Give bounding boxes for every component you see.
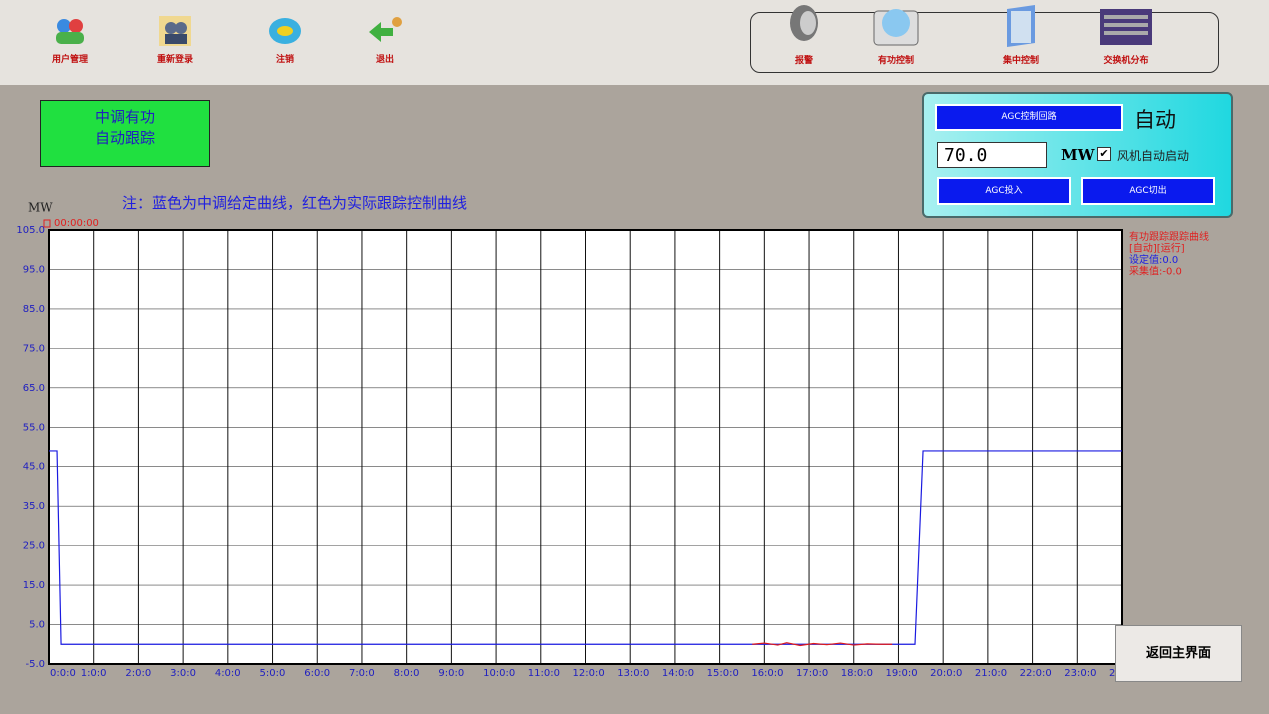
tool-label: 有功控制: [877, 56, 914, 66]
agc-mode: 自动: [1134, 108, 1176, 132]
tool-label: 报警: [794, 56, 813, 66]
x-tick-label: 16:0:0: [751, 668, 783, 679]
x-tick-label: 19:0:0: [885, 668, 917, 679]
x-tick-label: 22:0:0: [1020, 668, 1052, 679]
tool-switch[interactable]: 交换机分布: [1081, 1, 1171, 66]
info-line: [自动][运行]: [1129, 242, 1185, 255]
tool-label: 集中控制: [1002, 56, 1039, 66]
x-tick-label: 4:0:0: [215, 668, 241, 679]
tool-label: 交换机分布: [1103, 56, 1149, 66]
x-tick-label: 0:0:0: [50, 668, 76, 679]
checkbox-label: 风机自动启动: [1117, 149, 1190, 163]
x-tick-label: 5:0:0: [260, 668, 286, 679]
plot-border: [48, 229, 1123, 665]
cursor-time: 00:00:00: [54, 218, 99, 229]
x-tick-label: 17:0:0: [796, 668, 828, 679]
y-tick-label: 45.0: [23, 462, 45, 473]
y-tick-label: 105.0: [16, 225, 45, 236]
x-tick-label: 11:0:0: [528, 668, 560, 679]
note: 注：蓝色为中调给定曲线，红色为实际跟踪控制曲线: [122, 194, 468, 212]
x-tick-label: 10:0:0: [483, 668, 515, 679]
x-tick-label: 15:0:0: [707, 668, 739, 679]
x-tick-label: 12:0:0: [573, 668, 605, 679]
y-tick-label: 65.0: [23, 383, 45, 394]
tool-alarm[interactable]: 报警: [759, 1, 849, 66]
tool-logout[interactable]: 注销: [240, 14, 330, 65]
y-tick-label: 5.0: [29, 620, 45, 631]
y-tick-label: 35.0: [23, 501, 45, 512]
y-tick-label: 75.0: [23, 343, 45, 354]
y-tick-label: 95.0: [23, 264, 45, 275]
x-tick-label: 1:0:0: [81, 668, 107, 679]
tool-label: 退出: [375, 55, 394, 65]
cursor-marker: [43, 219, 51, 228]
x-tick-label: 20:0:0: [930, 668, 962, 679]
tool-label: 注销: [275, 55, 294, 65]
tool-active-power[interactable]: 有功控制: [851, 1, 941, 66]
tool-user[interactable]: 用户管理: [25, 14, 115, 65]
toolbar: 用户管理 重新登录 注销 退出 报警 有功控制 集中控制 交换机分布: [0, 0, 1269, 85]
tool-relogin[interactable]: 重新登录: [130, 14, 220, 65]
x-tick-label: 21:0:0: [975, 668, 1007, 679]
return-button[interactable]: 返回主界面: [1115, 625, 1242, 682]
icon: [790, 5, 818, 41]
x-tick-label: 13:0:0: [617, 668, 649, 679]
x-tick-label: 2: [1109, 668, 1115, 679]
status-line: 中调有功: [94, 108, 155, 126]
x-tick-label: 2:0:0: [125, 668, 151, 679]
tool-label: 用户管理: [51, 55, 88, 65]
icon: [369, 17, 402, 42]
status-box: 中调有功 自动跟踪: [40, 100, 210, 167]
icon: [159, 16, 191, 46]
info-line: 设定值:0.0: [1129, 253, 1178, 266]
x-tick-label: 6:0:0: [304, 668, 330, 679]
checkbox[interactable]: ✔: [1097, 147, 1111, 161]
x-tick-label: 23:0:0: [1064, 668, 1096, 679]
y-tick-label: 25.0: [23, 541, 45, 552]
icon: [56, 19, 84, 44]
icon: [269, 18, 301, 44]
tool-central[interactable]: 集中控制: [976, 1, 1066, 66]
tool-label: 重新登录: [156, 55, 193, 65]
icon: [1100, 9, 1152, 45]
y-tick-label: 15.0: [23, 580, 45, 591]
agc-loop-button[interactable]: AGC控制回路: [935, 104, 1123, 131]
setpoint-unit: MW: [1061, 146, 1095, 164]
icon: [1007, 5, 1035, 47]
y-tick-label: 55.0: [23, 422, 45, 433]
agc-on-button[interactable]: AGC投入: [937, 177, 1071, 205]
info-line: 采集值:-0.0: [1129, 265, 1182, 278]
y-unit: MW: [28, 201, 53, 215]
status-line: 自动跟踪: [94, 129, 155, 147]
x-tick-label: 18:0:0: [841, 668, 873, 679]
y-tick-label: -5.0: [25, 659, 45, 670]
icon: [873, 9, 919, 46]
x-tick-label: 3:0:0: [170, 668, 196, 679]
y-tick-label: 85.0: [23, 304, 45, 315]
info-line: 有功跟踪跟踪曲线: [1129, 230, 1209, 243]
series-line: [752, 642, 893, 647]
x-tick-label: 7:0:0: [349, 668, 375, 679]
series-line: [49, 450, 1122, 645]
tool-group: 报警 有功控制 集中控制 交换机分布: [750, 5, 1219, 73]
x-tick-label: 14:0:0: [662, 668, 694, 679]
setpoint-input[interactable]: 70.0: [937, 142, 1047, 168]
x-tick-label: 9:0:0: [438, 668, 464, 679]
agc-panel: AGC控制回路 自动 70.0 MW ✔ 风机自动启动 AGC投入 AGC切出: [922, 92, 1233, 218]
agc-off-button[interactable]: AGC切出: [1081, 177, 1215, 205]
tool-exit[interactable]: 退出: [340, 14, 430, 65]
x-tick-label: 8:0:0: [394, 668, 420, 679]
